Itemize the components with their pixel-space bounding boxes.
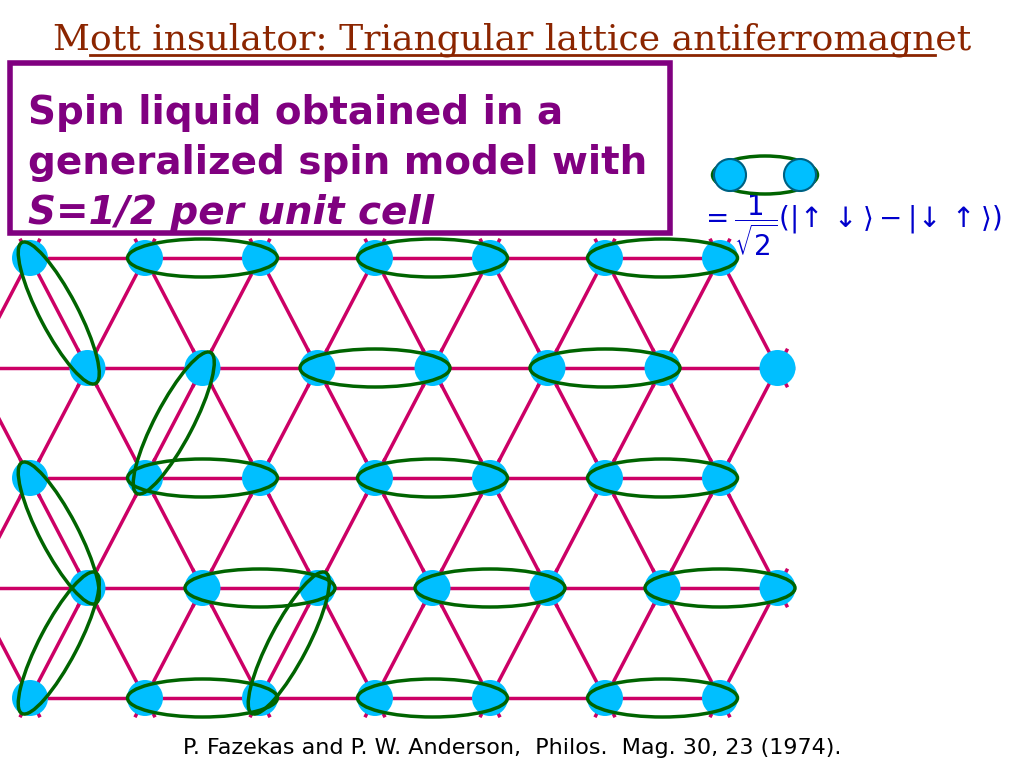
Circle shape bbox=[357, 240, 393, 276]
Circle shape bbox=[184, 350, 220, 386]
Circle shape bbox=[587, 240, 623, 276]
Circle shape bbox=[299, 350, 336, 386]
Circle shape bbox=[127, 240, 163, 276]
Circle shape bbox=[242, 240, 278, 276]
Text: P. Fazekas and P. W. Anderson,  Philos.  Mag. 30, 23 (1974).: P. Fazekas and P. W. Anderson, Philos. M… bbox=[183, 738, 841, 758]
Circle shape bbox=[644, 570, 681, 606]
Circle shape bbox=[702, 680, 738, 716]
Circle shape bbox=[242, 460, 278, 496]
Circle shape bbox=[70, 570, 105, 606]
Circle shape bbox=[415, 570, 451, 606]
Circle shape bbox=[587, 680, 623, 716]
Text: $= \dfrac{1}{\sqrt{2}}\left(|\!\uparrow\downarrow\rangle - |\!\downarrow\uparrow: $= \dfrac{1}{\sqrt{2}}\left(|\!\uparrow\… bbox=[700, 192, 1001, 258]
Circle shape bbox=[760, 570, 796, 606]
Circle shape bbox=[184, 570, 220, 606]
Circle shape bbox=[127, 460, 163, 496]
Circle shape bbox=[415, 350, 451, 386]
Circle shape bbox=[784, 159, 816, 191]
Circle shape bbox=[242, 680, 278, 716]
Circle shape bbox=[70, 350, 105, 386]
Circle shape bbox=[702, 460, 738, 496]
Text: generalized spin model with: generalized spin model with bbox=[28, 144, 647, 182]
Circle shape bbox=[472, 240, 508, 276]
Circle shape bbox=[760, 350, 796, 386]
Circle shape bbox=[529, 570, 565, 606]
Circle shape bbox=[702, 240, 738, 276]
Circle shape bbox=[299, 570, 336, 606]
Circle shape bbox=[587, 460, 623, 496]
Circle shape bbox=[529, 350, 565, 386]
Circle shape bbox=[357, 460, 393, 496]
Circle shape bbox=[644, 350, 681, 386]
Text: S=1/2 per unit cell: S=1/2 per unit cell bbox=[28, 194, 434, 232]
Circle shape bbox=[714, 159, 746, 191]
Circle shape bbox=[472, 460, 508, 496]
Circle shape bbox=[12, 460, 48, 496]
Circle shape bbox=[12, 240, 48, 276]
Text: Spin liquid obtained in a: Spin liquid obtained in a bbox=[28, 94, 563, 132]
Text: Mott insulator: Triangular lattice antiferromagnet: Mott insulator: Triangular lattice antif… bbox=[53, 23, 971, 58]
Circle shape bbox=[357, 680, 393, 716]
Circle shape bbox=[127, 680, 163, 716]
Circle shape bbox=[12, 680, 48, 716]
Circle shape bbox=[472, 680, 508, 716]
